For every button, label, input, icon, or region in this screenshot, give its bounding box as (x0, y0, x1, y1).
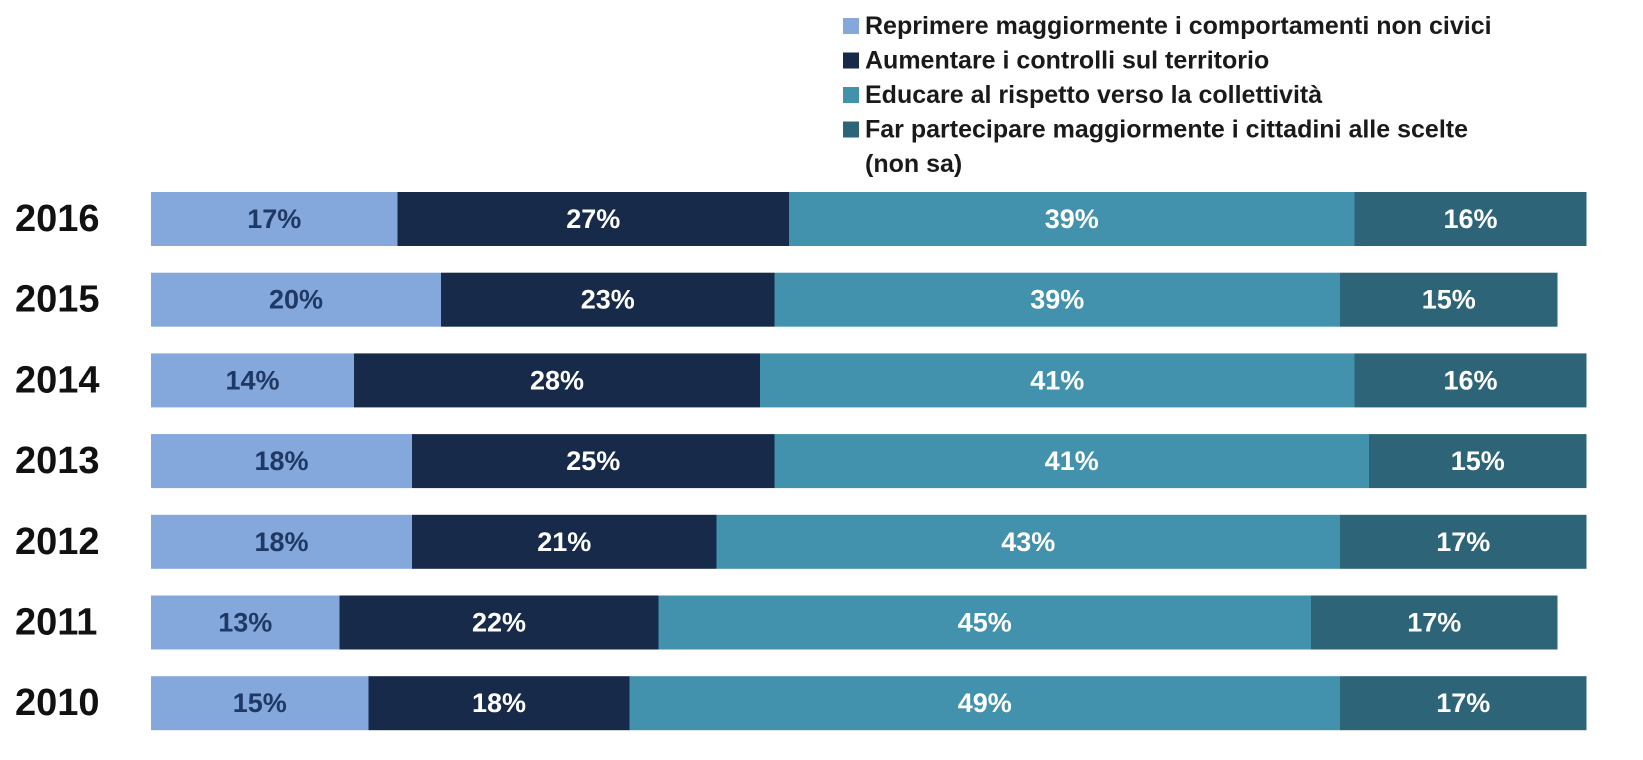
value-label: 43% (1001, 527, 1055, 557)
value-label: 39% (1045, 204, 1099, 234)
value-label: 22% (472, 608, 526, 638)
value-label: 17% (1407, 608, 1461, 638)
y-tick-label: 2016 (15, 198, 100, 240)
legend-label: (non sa) (865, 150, 962, 178)
bar-segment (658, 595, 1311, 650)
legend-swatch (843, 18, 859, 34)
bar-segment (774, 272, 1340, 327)
value-label: 17% (247, 204, 301, 234)
value-label: 23% (581, 285, 635, 315)
bar-segment (397, 192, 789, 246)
y-tick-label: 2015 (15, 279, 100, 321)
y-tick-label: 2013 (15, 440, 100, 482)
value-label: 41% (1030, 365, 1084, 395)
y-tick-label: 2010 (15, 682, 100, 724)
value-label: 21% (537, 527, 591, 557)
value-label: 13% (218, 608, 272, 638)
legend-swatch (843, 52, 859, 69)
bar-segment (151, 595, 340, 650)
bar-segment (774, 434, 1369, 489)
bar-segment (441, 272, 775, 327)
value-label: 28% (530, 365, 584, 395)
value-label: 25% (566, 446, 620, 476)
legend-swatch (843, 87, 859, 103)
bar-segment (629, 676, 1340, 731)
value-label: 49% (958, 688, 1012, 718)
value-label: 16% (1443, 365, 1497, 395)
value-label: 14% (225, 365, 279, 395)
bar-segment (151, 353, 354, 408)
bar-segment (368, 676, 630, 731)
y-tick-label: 2014 (15, 359, 100, 401)
bar-segment (1340, 272, 1558, 327)
value-label: 18% (254, 527, 308, 557)
bar-segment (789, 192, 1355, 246)
value-label: 18% (254, 446, 308, 476)
bar-segment (151, 272, 441, 327)
value-label: 45% (958, 608, 1012, 638)
legend-swatch (843, 121, 859, 138)
bar-segment (1311, 595, 1558, 650)
bar-segment (354, 353, 760, 408)
bar-segment (716, 514, 1340, 569)
legend-label: Educare al rispetto verso la collettivit… (865, 81, 1322, 109)
bar-segment (151, 514, 412, 569)
y-tick-label: 2012 (15, 521, 100, 563)
value-label: 15% (1451, 446, 1505, 476)
bar-segment (1369, 434, 1587, 489)
legend-label: Far partecipare maggiormente i cittadini… (865, 116, 1468, 144)
bar-segment (151, 434, 412, 489)
bar-segment (1340, 676, 1587, 731)
bar-segment (1340, 514, 1587, 569)
bar-segment (1354, 192, 1587, 246)
legend-label: Reprimere maggiormente i comportamenti n… (865, 12, 1492, 40)
bar-segment (1354, 353, 1587, 408)
y-tick-label: 2011 (15, 602, 97, 644)
value-label: 39% (1030, 285, 1084, 315)
value-label: 18% (472, 688, 526, 718)
bar-segment (151, 192, 398, 246)
bar-segment (339, 595, 659, 650)
bar-segment (760, 353, 1355, 408)
value-label: 15% (233, 688, 287, 718)
value-label: 15% (1422, 285, 1476, 315)
bar-segment (412, 434, 775, 489)
value-label: 41% (1045, 446, 1099, 476)
value-label: 27% (566, 204, 620, 234)
bar-segment (151, 676, 369, 731)
value-label: 17% (1436, 688, 1490, 718)
value-label: 16% (1443, 204, 1497, 234)
value-label: 20% (269, 285, 323, 315)
value-label: 17% (1436, 527, 1490, 557)
legend-label: Aumentare i controlli sul territorio (865, 47, 1269, 75)
bar-segment (412, 514, 717, 569)
